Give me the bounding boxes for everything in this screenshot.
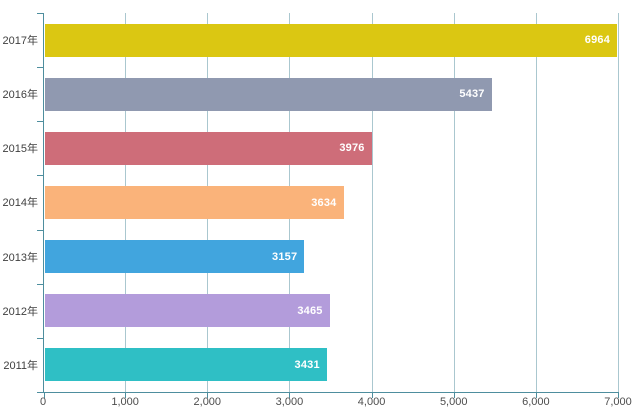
x-axis-label: 3,000 [275, 396, 304, 408]
bar-value-label: 3157 [272, 250, 298, 263]
y-axis-tick [37, 284, 43, 285]
x-axis-tick [618, 393, 619, 398]
x-axis-label: 6,000 [522, 396, 550, 408]
x-axis-tick [535, 393, 537, 398]
category-label-2011年: 2011年 [3, 359, 38, 372]
bar-value-label: 3465 [297, 304, 323, 317]
x-axis-label: 1,000 [111, 396, 139, 408]
x-axis-label: 4,000 [357, 396, 386, 408]
bar-2015年[interactable]: 3976 [45, 131, 372, 165]
gridline-x-6000 [535, 13, 537, 392]
x-axis-tick [207, 393, 209, 398]
bar-2013年[interactable]: 3157 [45, 240, 305, 274]
bar-value-label: 5437 [459, 88, 485, 101]
plot-area: 6964 5437 3976 3634 3157 3465 3431 [37, 13, 619, 398]
x-axis-tick [371, 393, 373, 398]
category-label-2013年: 2013年 [2, 251, 38, 264]
bar-2016年[interactable]: 5437 [45, 77, 492, 111]
y-axis-tick [37, 230, 43, 231]
y-axis-tick [37, 338, 43, 339]
x-axis-tick [453, 393, 455, 398]
y-axis-category-labels: 2017年 2016年 2015年 2014年 2013年 2012年 2011年 [0, 13, 38, 392]
bar-value-label: 3634 [311, 196, 337, 209]
x-axis-tick [289, 393, 291, 398]
bar-2012年[interactable]: 3465 [45, 294, 330, 328]
bar-value-label: 3976 [339, 142, 365, 155]
bar-value-label: 3431 [294, 358, 320, 371]
gridline-x-5000 [453, 13, 455, 392]
x-axis-label: 0 [39, 396, 47, 408]
bar-2014年[interactable]: 3634 [45, 186, 344, 219]
category-label-2017年: 2017年 [2, 35, 38, 48]
x-axis-label: 7,000 [604, 396, 632, 408]
bar-2017年[interactable]: 6964 [45, 23, 618, 57]
category-label-2015年: 2015年 [2, 143, 38, 156]
x-axis-label: 5,000 [439, 396, 468, 408]
x-axis-tick [125, 393, 127, 398]
category-label-2016年: 2016年 [2, 89, 38, 102]
x-axis-tick-labels: 0 1,000 2,000 3,000 4,000 5,000 6,000 7,000 [39, 396, 632, 412]
x-axis-tick [44, 393, 45, 398]
y-axis-tick [37, 67, 43, 68]
y-axis-tick [37, 121, 43, 122]
category-label-2014年: 2014年 [2, 197, 38, 210]
y-axis-tick [37, 392, 43, 393]
x-axis-label: 2,000 [193, 396, 222, 408]
gridline-x-7000 [618, 13, 619, 392]
category-label-2012年: 2012年 [2, 305, 38, 318]
bar-2011年[interactable]: 3431 [45, 348, 327, 382]
gridline-x-4000 [371, 13, 373, 392]
bar-value-label: 6964 [584, 34, 611, 47]
y-axis-tick [37, 13, 43, 14]
y-axis-tick [37, 175, 43, 176]
